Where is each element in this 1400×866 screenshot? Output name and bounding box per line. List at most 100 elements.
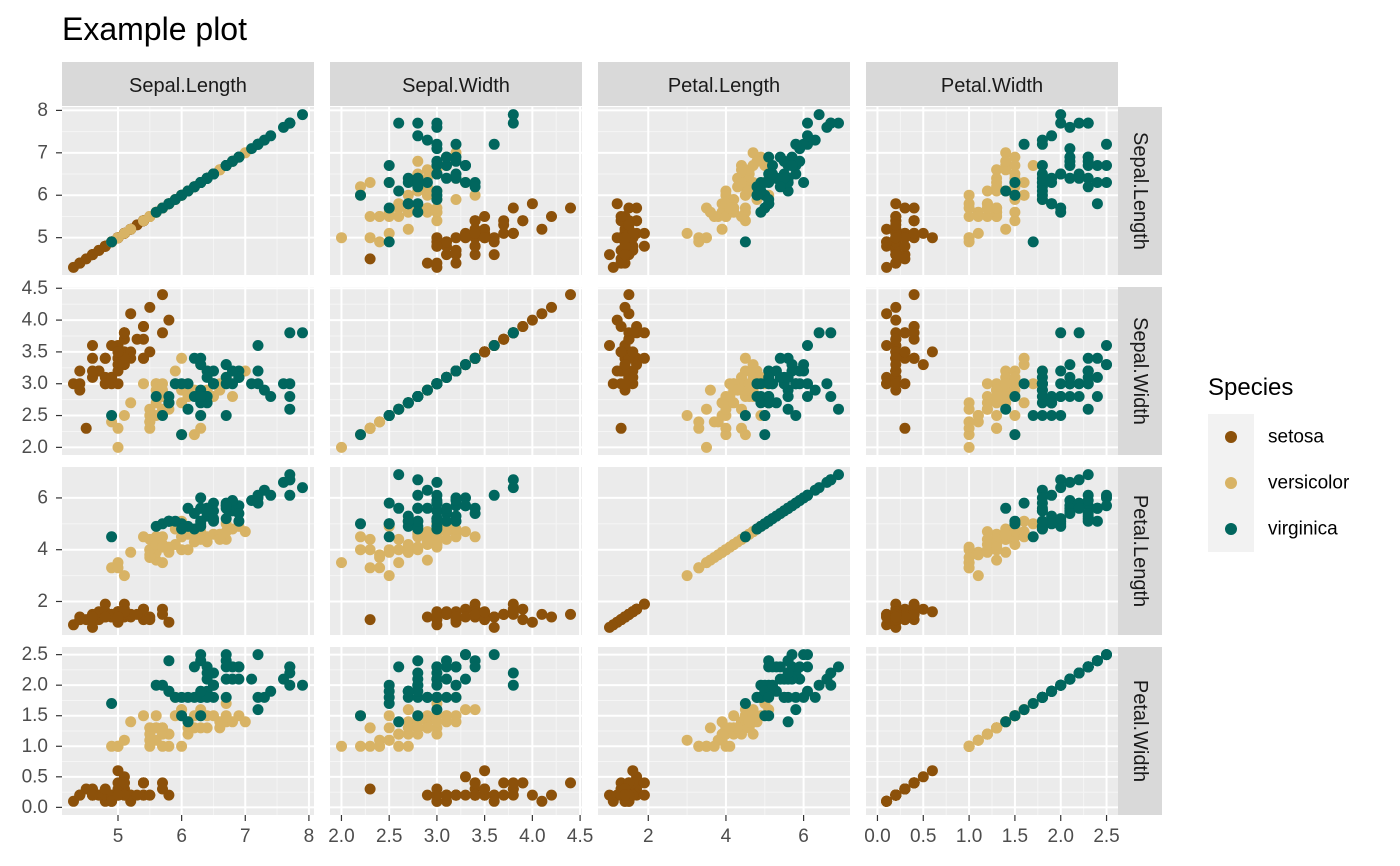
data-point-virginica — [739, 236, 751, 248]
data-point-virginica — [759, 429, 771, 441]
data-point-virginica — [1055, 327, 1067, 339]
data-point-versicolor — [364, 211, 376, 222]
data-point-virginica — [1064, 673, 1076, 685]
data-point-virginica — [802, 117, 813, 129]
data-point-virginica — [150, 391, 162, 402]
y-tick-label: 1.0 — [22, 736, 48, 757]
data-point-versicolor — [421, 710, 433, 722]
x-tick-label: 4.5 — [567, 826, 593, 847]
data-point-setosa — [479, 765, 491, 777]
data-point-setosa — [125, 308, 137, 320]
data-point-versicolor — [402, 546, 414, 558]
data-point-versicolor — [431, 728, 443, 740]
data-point-setosa — [615, 321, 627, 332]
data-point-versicolor — [450, 710, 462, 722]
data-point-virginica — [469, 508, 481, 519]
data-point-virginica — [802, 378, 813, 390]
data-point-virginica — [412, 474, 424, 486]
data-point-virginica — [802, 391, 813, 402]
x-tick-label: 4.0 — [519, 826, 545, 847]
data-point-virginica — [402, 515, 414, 527]
x-tick-label: 1.5 — [1002, 826, 1028, 847]
data-point-virginica — [169, 691, 181, 703]
facet-panels: Sepal.Length Sepal.Width Petal.Length Petal… — [22, 62, 1162, 847]
data-point-virginica — [488, 138, 500, 150]
data-point-virginica — [1055, 482, 1067, 494]
data-point-versicolor — [724, 740, 736, 752]
data-point-versicolor — [681, 227, 693, 239]
data-point-versicolor — [991, 541, 1003, 553]
data-point-virginica — [431, 160, 443, 171]
data-point-virginica — [1064, 391, 1076, 402]
data-point-virginica — [233, 515, 245, 527]
data-point-setosa — [112, 789, 124, 801]
data-point-versicolor — [701, 740, 712, 752]
data-point-setosa — [899, 422, 911, 434]
data-point-virginica — [431, 476, 443, 488]
data-point-virginica — [1055, 679, 1067, 691]
data-point-setosa — [917, 603, 929, 615]
panel-petal-length-vs-petal-length — [598, 467, 850, 635]
data-point-setosa — [163, 314, 175, 326]
data-point-setosa — [526, 789, 538, 801]
strip-right-sepal-length — [1118, 107, 1162, 275]
data-point-setosa — [899, 346, 911, 358]
data-point-virginica — [450, 155, 462, 167]
data-point-setosa — [507, 598, 519, 610]
data-point-versicolor — [759, 160, 771, 171]
data-point-virginica — [412, 206, 424, 218]
data-point-virginica — [833, 403, 844, 415]
data-point-virginica — [412, 710, 424, 722]
data-point-setosa — [899, 232, 911, 244]
data-point-setosa — [498, 777, 510, 789]
data-point-setosa — [611, 198, 623, 210]
panel-sepal-width-vs-sepal-length — [62, 287, 314, 455]
legend-label-virginica: virginica — [1268, 519, 1338, 540]
data-point-setosa — [899, 202, 911, 214]
data-point-setosa — [118, 777, 130, 789]
data-point-virginica — [1018, 497, 1030, 509]
panel-sepal-length-vs-sepal-width — [330, 107, 582, 275]
data-point-versicolor — [144, 552, 156, 563]
data-point-virginica — [431, 138, 443, 150]
data-point-setosa — [627, 346, 639, 358]
data-point-setosa — [450, 611, 462, 623]
data-point-versicolor — [981, 202, 993, 214]
data-point-setosa — [615, 422, 627, 434]
data-point-virginica — [220, 673, 232, 685]
data-point-versicolor — [402, 206, 414, 218]
data-point-virginica — [1036, 691, 1048, 703]
data-point-setosa — [890, 257, 902, 269]
data-point-versicolor — [1009, 215, 1021, 227]
data-point-setosa — [890, 611, 902, 623]
data-point-setosa — [364, 253, 376, 265]
data-point-virginica — [220, 378, 232, 390]
data-point-virginica — [782, 391, 794, 402]
data-point-virginica — [1036, 484, 1048, 496]
data-point-setosa — [479, 606, 491, 618]
data-point-setosa — [536, 308, 548, 320]
data-point-versicolor — [460, 704, 471, 716]
data-point-virginica — [813, 679, 825, 691]
data-point-virginica — [825, 474, 837, 486]
data-point-versicolor — [441, 526, 452, 538]
data-point-virginica — [778, 691, 790, 703]
data-point-virginica — [1046, 489, 1058, 501]
x-tick-label: 3.0 — [424, 826, 450, 847]
data-point-virginica — [220, 359, 232, 371]
data-point-virginica — [195, 492, 207, 504]
strip-label-petal-width: Petal.Width — [1129, 680, 1151, 782]
data-point-virginica — [774, 352, 786, 364]
data-point-virginica — [507, 482, 519, 494]
data-point-versicolor — [972, 549, 984, 561]
data-point-virginica — [1064, 508, 1076, 519]
data-point-versicolor — [441, 710, 452, 722]
data-point-setosa — [460, 611, 471, 623]
data-point-virginica — [1055, 474, 1067, 486]
data-point-virginica — [220, 513, 232, 525]
data-point-versicolor — [1000, 223, 1012, 235]
data-point-versicolor — [963, 541, 975, 553]
data-point-virginica — [412, 391, 424, 402]
legend-item-virginica: virginica — [1208, 506, 1338, 552]
data-point-virginica — [284, 474, 296, 486]
